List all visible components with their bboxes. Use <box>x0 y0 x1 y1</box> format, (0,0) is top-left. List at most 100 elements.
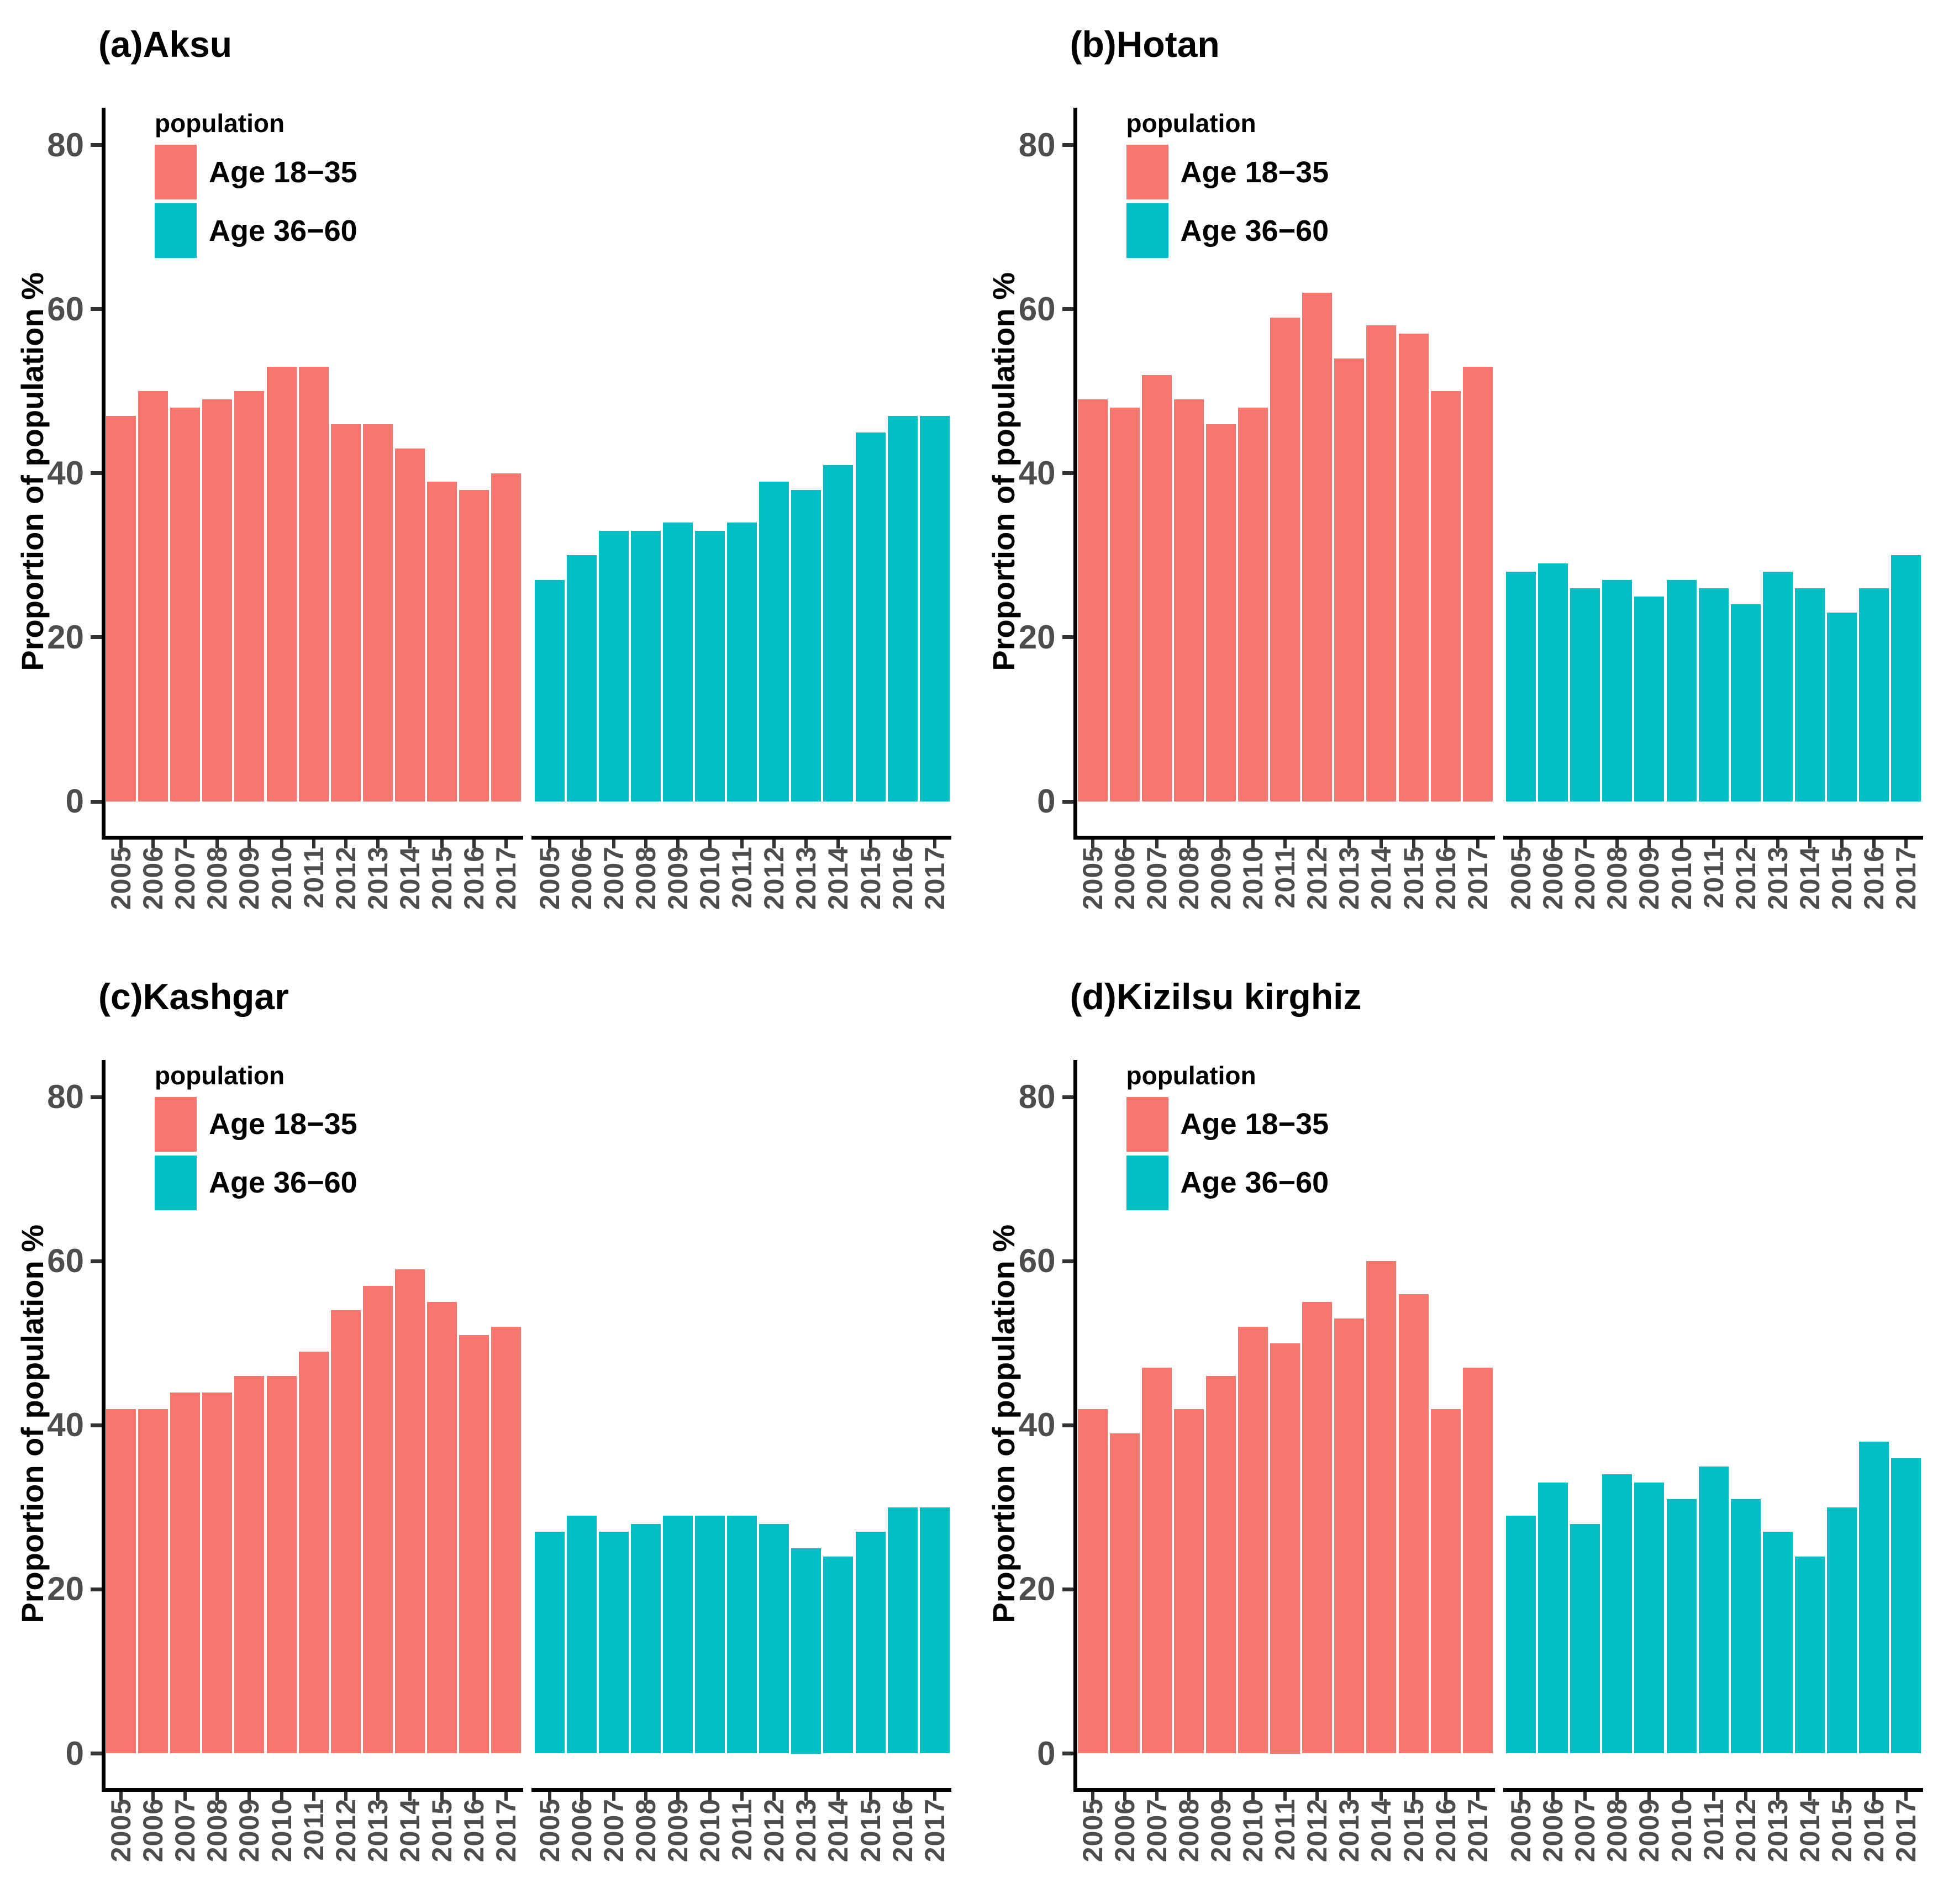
x-tick-label-text: 2013 <box>791 1798 822 1862</box>
x-tick-mark <box>740 840 744 848</box>
bar-2010-series1 <box>1238 407 1268 801</box>
bar-2015-series1 <box>427 481 457 801</box>
bar-2017-series1 <box>491 1327 522 1754</box>
x-tick-mark <box>440 1791 444 1801</box>
bar-2008-series2 <box>630 1523 661 1754</box>
x-tick-label-text: 2012 <box>759 1798 790 1862</box>
x-tick-mark <box>676 1791 680 1801</box>
x-tick-label-text: 2008 <box>1173 846 1204 910</box>
x-tick-mark <box>804 1791 808 1801</box>
bar-2014-series1 <box>1366 325 1397 801</box>
y-tick-mark <box>1062 1752 1073 1755</box>
x-tick-label: 2010 <box>694 846 726 946</box>
y-tick-mark <box>91 799 102 804</box>
x-tick-label: 2011 <box>726 846 758 946</box>
x-tick-mark <box>440 840 444 848</box>
x-tick-label: 2007 <box>169 1798 201 1898</box>
x-tick-label: 2008 <box>1601 1798 1633 1898</box>
x-tick-label: 2009 <box>1205 846 1237 946</box>
bar-2012-series1 <box>330 424 361 801</box>
y-tick-label: 20 <box>47 618 84 656</box>
x-tick-label: 2014 <box>394 846 426 946</box>
x-tick-mark <box>1187 1791 1191 1801</box>
x-tick-label-text: 2013 <box>362 1798 393 1862</box>
x-tick-mark <box>1251 1791 1255 1801</box>
x-tick-label: 2011 <box>1698 846 1730 946</box>
x-tick-mark <box>1872 840 1876 848</box>
legend-title: population <box>1126 1061 1256 1090</box>
y-tick-mark <box>91 635 102 640</box>
x-axis-line-right <box>531 1787 951 1792</box>
x-tick-mark <box>151 840 155 848</box>
x-tick-mark <box>708 840 712 848</box>
bar-2014-series2 <box>823 465 854 801</box>
bar-2017-series1 <box>1462 366 1493 801</box>
bar-2011-series2 <box>727 1515 757 1754</box>
bar-2014-series1 <box>1366 1261 1397 1754</box>
x-tick-label-text: 2013 <box>1334 1798 1365 1862</box>
bar-2013-series2 <box>791 1548 822 1754</box>
y-axis-line <box>1073 1059 1077 1792</box>
bar-2006-series2 <box>1538 1483 1568 1754</box>
x-tick-label-text: 2010 <box>1666 846 1697 910</box>
x-tick-label: 2011 <box>1698 1798 1730 1898</box>
x-tick-label-text: 2012 <box>330 1798 361 1862</box>
x-tick-mark <box>1412 1791 1415 1801</box>
chart-panel-b: (b)Hotan Proportion of population % 0 20 40 6… <box>972 0 1943 952</box>
x-tick-label-text: 2005 <box>106 846 137 910</box>
x-tick-label-text: 2011 <box>298 1798 329 1860</box>
y-tick-mark <box>1062 1259 1073 1263</box>
x-tick-label: 2005 <box>1505 846 1537 946</box>
x-tick-mark <box>1476 1791 1479 1801</box>
legend-label: Age 18−35 <box>209 155 357 189</box>
x-tick-label-text: 2006 <box>1109 846 1140 910</box>
x-tick-mark <box>612 840 615 848</box>
y-tick-label: 0 <box>1037 1734 1056 1772</box>
chart-panel-c: (c)Kashgar Proportion of population % 0 20 4… <box>0 952 971 1904</box>
x-tick-label-text: 2014 <box>1794 846 1825 910</box>
x-tick-label: 2013 <box>362 1798 394 1898</box>
x-tick-mark <box>772 1791 776 1801</box>
x-tick-label-text: 2014 <box>1366 846 1397 910</box>
y-tick-mark <box>1062 143 1073 147</box>
bar-2012-series1 <box>1302 1302 1333 1754</box>
y-axis-line <box>102 108 106 840</box>
y-tick-mark <box>1062 1095 1073 1099</box>
x-tick-mark <box>1904 840 1908 848</box>
x-axis-line-left <box>102 1787 523 1792</box>
x-tick-label-text: 2008 <box>630 1798 661 1862</box>
x-tick-label: 2016 <box>1858 846 1890 946</box>
x-tick-label-text: 2005 <box>106 1798 137 1862</box>
x-tick-mark <box>1872 1791 1876 1801</box>
x-tick-label-text: 2007 <box>598 1798 629 1862</box>
bar-2012-series2 <box>759 481 789 801</box>
x-tick-label-text: 2011 <box>1270 1798 1301 1860</box>
x-tick-label: 2008 <box>1173 846 1205 946</box>
bar-2006-series1 <box>138 391 169 801</box>
bar-2009-series1 <box>1205 424 1236 801</box>
y-tick-mark <box>91 143 102 147</box>
x-tick-label-text: 2005 <box>1505 1798 1537 1862</box>
x-tick-mark <box>1647 840 1651 848</box>
x-tick-mark <box>1444 840 1447 848</box>
x-tick-label: 2005 <box>534 1798 566 1898</box>
bar-2016-series1 <box>1430 391 1461 801</box>
bar-2010-series1 <box>266 366 297 801</box>
x-tick-label-text: 2016 <box>459 846 490 910</box>
x-tick-label: 2013 <box>790 1798 822 1898</box>
x-tick-label-text: 2017 <box>491 1798 522 1862</box>
legend-title: population <box>155 1061 285 1090</box>
bar-2006-series1 <box>1109 1433 1140 1754</box>
x-tick-mark <box>547 1791 551 1801</box>
x-tick-mark <box>1776 840 1779 848</box>
x-tick-mark <box>408 1791 412 1801</box>
x-tick-label: 2013 <box>1762 1798 1794 1898</box>
x-tick-label-text: 2005 <box>534 846 565 910</box>
x-tick-label: 2013 <box>1333 846 1365 946</box>
x-tick-label: 2008 <box>1173 1798 1205 1898</box>
x-tick-mark <box>215 840 219 848</box>
y-tick-label: 40 <box>47 454 84 492</box>
bar-2015-series2 <box>855 432 886 801</box>
bar-2008-series1 <box>1173 1409 1204 1754</box>
legend-label: Age 36−60 <box>1180 214 1329 247</box>
